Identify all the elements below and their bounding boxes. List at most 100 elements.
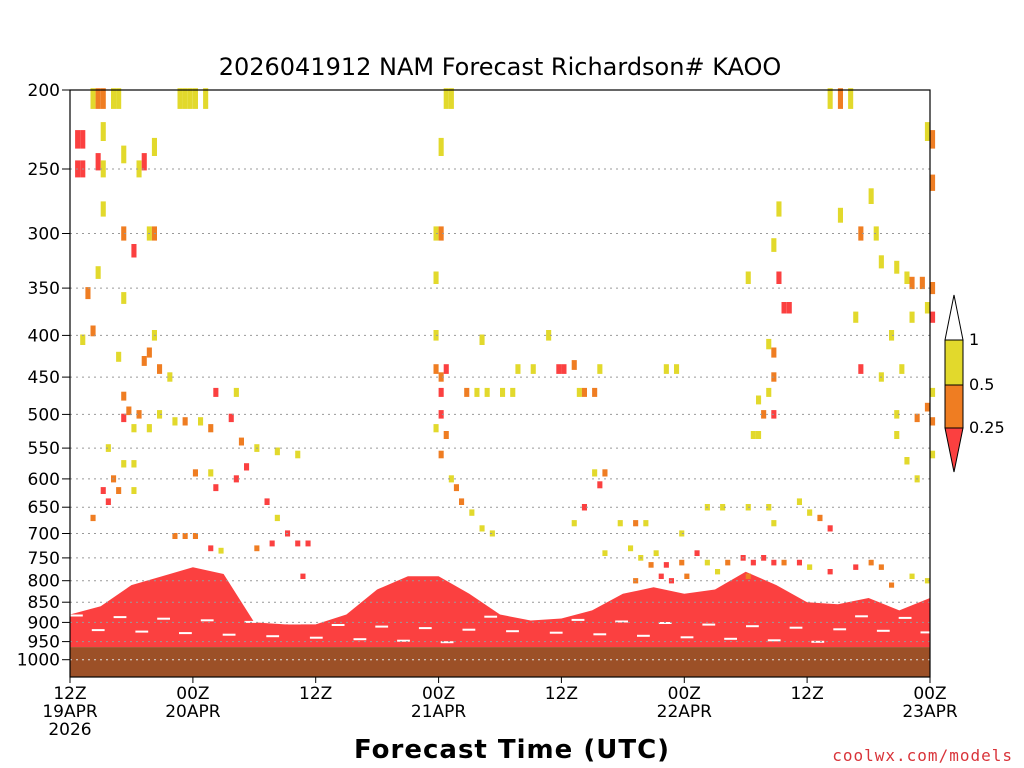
band-gap xyxy=(528,617,541,620)
band-gap xyxy=(811,640,825,643)
colorbar-cell-lt025 xyxy=(944,427,964,473)
heatmap-cell xyxy=(776,201,782,217)
y-tick-label: 1000 xyxy=(17,651,60,671)
heatmap-cell xyxy=(571,360,577,370)
heatmap-cell xyxy=(269,540,275,547)
heatmap-cell xyxy=(131,424,137,433)
heatmap-cell xyxy=(443,88,449,109)
heatmap-cell xyxy=(750,431,756,439)
band-gap xyxy=(200,619,214,622)
band-gap xyxy=(91,629,105,632)
band-gap xyxy=(440,641,454,644)
heatmap-cell xyxy=(116,351,122,362)
heatmap-cell xyxy=(264,498,270,505)
band-gap xyxy=(724,637,737,640)
heatmap-cell xyxy=(213,387,219,397)
heatmap-cell xyxy=(904,457,910,465)
heatmap-cell xyxy=(500,387,506,397)
heatmap-cell xyxy=(924,402,930,412)
heatmap-cell xyxy=(909,311,915,323)
heatmap-cell xyxy=(295,450,301,459)
heatmap-cell xyxy=(131,244,137,258)
heatmap-cell xyxy=(894,260,900,274)
heatmap-cell xyxy=(924,122,930,141)
band-gap xyxy=(375,625,389,628)
x-tick-label: 20APR xyxy=(165,702,221,722)
colorbar-label: 0.25 xyxy=(969,418,1005,437)
heatmap-cell xyxy=(725,559,731,566)
heatmap-cells xyxy=(70,88,936,677)
y-tick-label: 950 xyxy=(28,633,60,653)
y-tick-label: 600 xyxy=(28,470,60,490)
heatmap-cell xyxy=(679,559,685,566)
heatmap-cell xyxy=(136,160,142,178)
colorbar: 1 0.5 0.25 xyxy=(944,294,1005,473)
heatmap-cell xyxy=(924,578,930,584)
heatmap-cell xyxy=(663,364,669,374)
band-gap xyxy=(288,622,301,625)
heatmap-cell xyxy=(274,447,280,456)
heatmap-cell xyxy=(464,387,470,397)
heatmap-cell xyxy=(233,475,239,483)
heatmap-cell xyxy=(571,520,577,527)
heatmap-cell xyxy=(602,469,608,477)
heatmap-cell xyxy=(628,545,634,552)
heatmap-cell xyxy=(556,364,562,374)
heatmap-cell xyxy=(151,137,157,156)
heatmap-cell xyxy=(837,207,843,223)
heatmap-cell xyxy=(914,413,920,423)
heatmap-cell xyxy=(433,424,439,433)
heatmap-cell xyxy=(771,238,777,252)
heatmap-cell xyxy=(930,450,936,459)
heatmap-cell xyxy=(433,364,439,374)
band-gap xyxy=(833,628,847,631)
heatmap-cell xyxy=(771,520,777,527)
y-tick-label: 400 xyxy=(28,326,60,346)
heatmap-cell xyxy=(131,487,137,494)
heatmap-cell xyxy=(438,372,444,382)
heatmap-cell xyxy=(796,559,802,566)
band-gap xyxy=(876,629,890,632)
band-gap xyxy=(855,615,868,618)
heatmap-cell xyxy=(146,347,152,358)
y-tick-label: 650 xyxy=(28,498,60,518)
heatmap-cell xyxy=(889,582,895,588)
heatmap-cell xyxy=(766,504,772,511)
heatmap-cell xyxy=(781,559,787,566)
boundary-layer-band xyxy=(70,567,930,648)
heatmap-cell xyxy=(827,88,833,109)
colorbar-cell-05-1 xyxy=(944,339,964,386)
heatmap-cell xyxy=(438,450,444,459)
heatmap-cell xyxy=(617,520,623,527)
band-gap xyxy=(637,634,650,637)
heatmap-cell xyxy=(530,364,536,374)
x-tick-label: 00Z xyxy=(913,684,946,704)
heatmap-cell xyxy=(95,153,101,171)
heatmap-cell xyxy=(80,334,86,345)
band-gap xyxy=(70,614,83,617)
ground-layer xyxy=(70,647,930,677)
heatmap-cell xyxy=(827,525,833,532)
heatmap-cell xyxy=(750,559,756,566)
x-tick-label: 12Z xyxy=(53,684,86,704)
heatmap-cell xyxy=(218,547,224,554)
heatmap-cell xyxy=(443,364,449,374)
heatmap-cell xyxy=(581,504,587,511)
heatmap-cell xyxy=(85,287,91,300)
heatmap-cell xyxy=(930,282,936,295)
heatmap-cell xyxy=(274,514,280,522)
heatmap-cell xyxy=(479,525,485,532)
colorbar-cell-ge1 xyxy=(944,294,964,341)
heatmap-cell xyxy=(904,271,910,284)
heatmap-cell xyxy=(807,564,813,570)
heatmap-cell xyxy=(848,88,854,109)
x-tick-label: 23APR xyxy=(902,702,958,722)
y-tick-label: 200 xyxy=(28,81,60,101)
y-tick-label: 500 xyxy=(28,405,60,425)
heatmap-cell xyxy=(771,559,777,566)
heatmap-cell xyxy=(643,520,649,527)
heatmap-cell xyxy=(592,387,598,397)
y-tick-label: 850 xyxy=(28,593,60,613)
colorbar-label: 1 xyxy=(969,330,979,349)
heatmap-cell xyxy=(771,347,777,358)
